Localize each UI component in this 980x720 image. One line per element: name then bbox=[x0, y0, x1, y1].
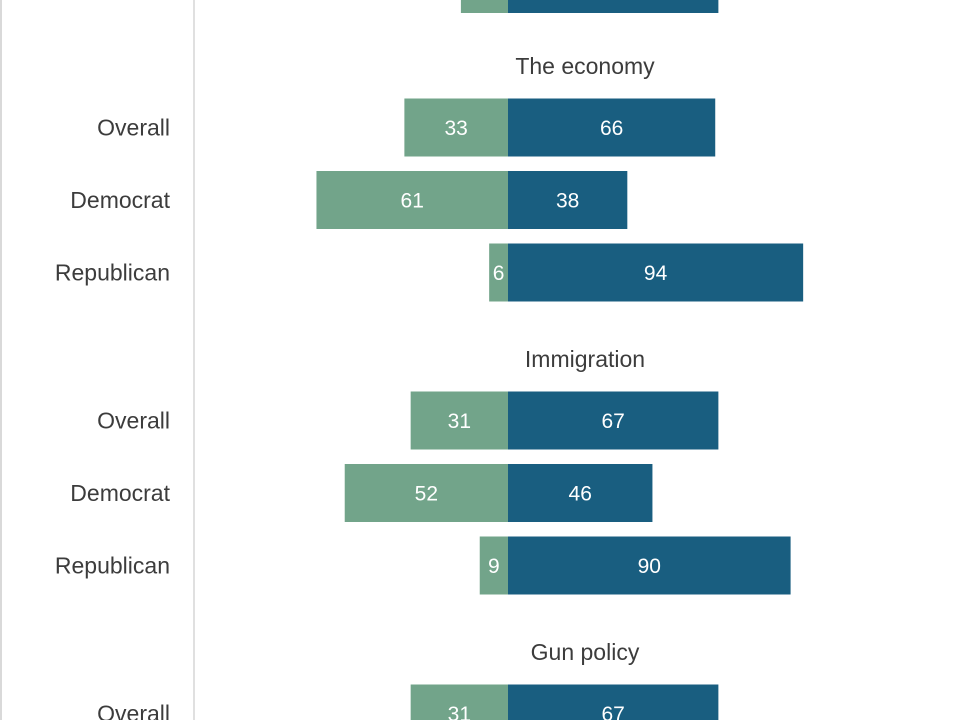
bar-segment-right bbox=[508, 0, 719, 13]
bar-segment-left bbox=[410, 684, 508, 720]
row-label: Republican bbox=[55, 553, 170, 579]
bar-value-label-right: 67 bbox=[602, 410, 625, 433]
bar-value-label-left: 6 bbox=[493, 262, 505, 285]
bar-row: Overall 31 67 bbox=[97, 391, 719, 450]
group-title: Gun policy bbox=[531, 639, 640, 665]
bar-value-label-right: 38 bbox=[556, 190, 579, 213]
bar-segment-right bbox=[508, 98, 716, 157]
bar-value-label-left: 52 bbox=[415, 483, 438, 506]
bar-value-label-left: 61 bbox=[401, 190, 424, 213]
group-title: The economy bbox=[515, 53, 655, 79]
bar-value-label-left: 33 bbox=[445, 117, 468, 140]
bar-segment-left bbox=[344, 464, 508, 522]
bar-row: Democrat 52 46 bbox=[70, 464, 653, 522]
bar-segment-left bbox=[489, 243, 508, 302]
group-title: Immigration bbox=[525, 346, 645, 372]
bars-layer: The economy Overall 33 66 Democrat 61 38 Republ… bbox=[55, 0, 804, 720]
bar-value-label-left: 31 bbox=[448, 703, 471, 720]
row-label: Overall bbox=[97, 115, 170, 141]
row-label: Republican bbox=[55, 260, 170, 286]
bar-value-label-right: 46 bbox=[569, 483, 592, 506]
group-2: Immigration Overall 31 67 Democrat 52 46 Republ… bbox=[55, 346, 791, 595]
bar-value-label-right: 94 bbox=[644, 262, 668, 285]
bar-value-label-right: 66 bbox=[600, 117, 623, 140]
bar-value-label-left: 31 bbox=[448, 410, 471, 433]
bar-row: Democrat 61 38 bbox=[70, 171, 628, 229]
bar-segment-right bbox=[508, 464, 653, 522]
group-0 bbox=[460, 0, 719, 13]
bar-row: Republican 9 90 bbox=[55, 536, 791, 595]
bar-value-label-left: 9 bbox=[488, 555, 500, 578]
bar-value-label-right: 90 bbox=[638, 555, 661, 578]
bar-value-label-right: 67 bbox=[602, 703, 625, 720]
bar-row: Overall 33 66 bbox=[97, 98, 716, 157]
bar-segment-right bbox=[508, 171, 628, 229]
bar-segment-right bbox=[508, 391, 719, 450]
bar-segment-left bbox=[404, 98, 508, 157]
row-label: Democrat bbox=[70, 480, 170, 506]
bar-segment-left bbox=[410, 391, 508, 450]
group-3: Gun policy Overall 31 67 bbox=[97, 639, 719, 720]
bar-segment-left bbox=[460, 0, 508, 13]
bar-segment-left bbox=[316, 171, 508, 229]
bar-row bbox=[460, 0, 719, 13]
row-label: Overall bbox=[97, 701, 170, 720]
bar-segment-left bbox=[479, 536, 508, 595]
bar-row: Overall 31 67 bbox=[97, 684, 719, 720]
row-label: Overall bbox=[97, 408, 170, 434]
bar-segment-right bbox=[508, 243, 804, 302]
row-label: Democrat bbox=[70, 187, 170, 213]
group-1: The economy Overall 33 66 Democrat 61 38 Republ… bbox=[55, 53, 804, 302]
bar-segment-right bbox=[508, 536, 791, 595]
bar-segment-right bbox=[508, 684, 719, 720]
bar-row: Republican 6 94 bbox=[55, 243, 804, 302]
